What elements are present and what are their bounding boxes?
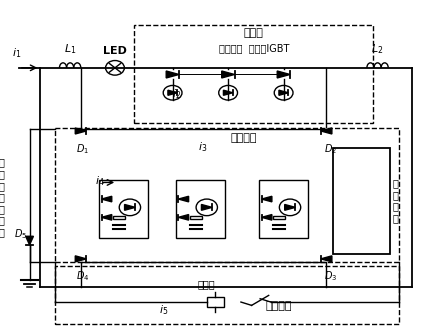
Text: 转移支路: 转移支路 [231, 133, 257, 143]
Text: 接
地
续
流
二
极
管: 接 地 续 流 二 极 管 [0, 157, 5, 237]
Bar [207, 297, 224, 307]
Polygon shape [75, 256, 86, 262]
Polygon shape [279, 90, 288, 95]
Polygon shape [321, 256, 332, 262]
Text: $D_3$: $D_3$ [324, 269, 337, 283]
Text: $L_1$: $L_1$ [64, 43, 76, 56]
Text: 避雷器: 避雷器 [198, 279, 216, 289]
Polygon shape [321, 128, 332, 134]
Polygon shape [124, 204, 135, 210]
Text: $D_1$: $D_1$ [76, 143, 89, 156]
Polygon shape [179, 196, 189, 202]
Text: 晶闸管组  反串接IGBT: 晶闸管组 反串接IGBT [218, 43, 289, 53]
Text: 能耗支路: 能耗支路 [265, 301, 292, 311]
Text: $L_2$: $L_2$ [371, 43, 384, 56]
Text: LED: LED [103, 46, 127, 56]
Bar [55, 266, 399, 324]
Text: 主支路: 主支路 [244, 28, 264, 38]
Polygon shape [222, 71, 234, 78]
Text: $D_5$: $D_5$ [14, 227, 27, 241]
Bar [113, 215, 125, 219]
Polygon shape [262, 214, 272, 220]
Polygon shape [179, 214, 189, 220]
Bar [176, 180, 225, 238]
Polygon shape [262, 196, 272, 202]
Polygon shape [75, 128, 86, 134]
Polygon shape [223, 90, 233, 95]
Polygon shape [168, 90, 177, 95]
Polygon shape [166, 71, 179, 78]
Text: $D_4$: $D_4$ [76, 269, 89, 283]
Bar [55, 128, 399, 262]
Bar [273, 215, 285, 219]
Bar [259, 180, 308, 238]
Text: $i_4$: $i_4$ [95, 174, 105, 188]
Text: $D_2$: $D_2$ [324, 143, 337, 156]
Polygon shape [202, 204, 212, 210]
Polygon shape [101, 196, 112, 202]
Polygon shape [101, 214, 112, 220]
Text: $i_1$: $i_1$ [12, 46, 21, 60]
Text: 级
联
模
块: 级 联 模 块 [392, 178, 398, 223]
Polygon shape [277, 71, 290, 78]
Polygon shape [26, 236, 34, 245]
Bar [99, 180, 148, 238]
Bar [333, 147, 390, 254]
Text: $i_2$: $i_2$ [172, 87, 182, 101]
Text: $i_5$: $i_5$ [159, 304, 169, 317]
Text: $i_3$: $i_3$ [198, 141, 207, 154]
Polygon shape [285, 204, 295, 210]
Bar [190, 215, 202, 219]
Bar [134, 25, 373, 123]
